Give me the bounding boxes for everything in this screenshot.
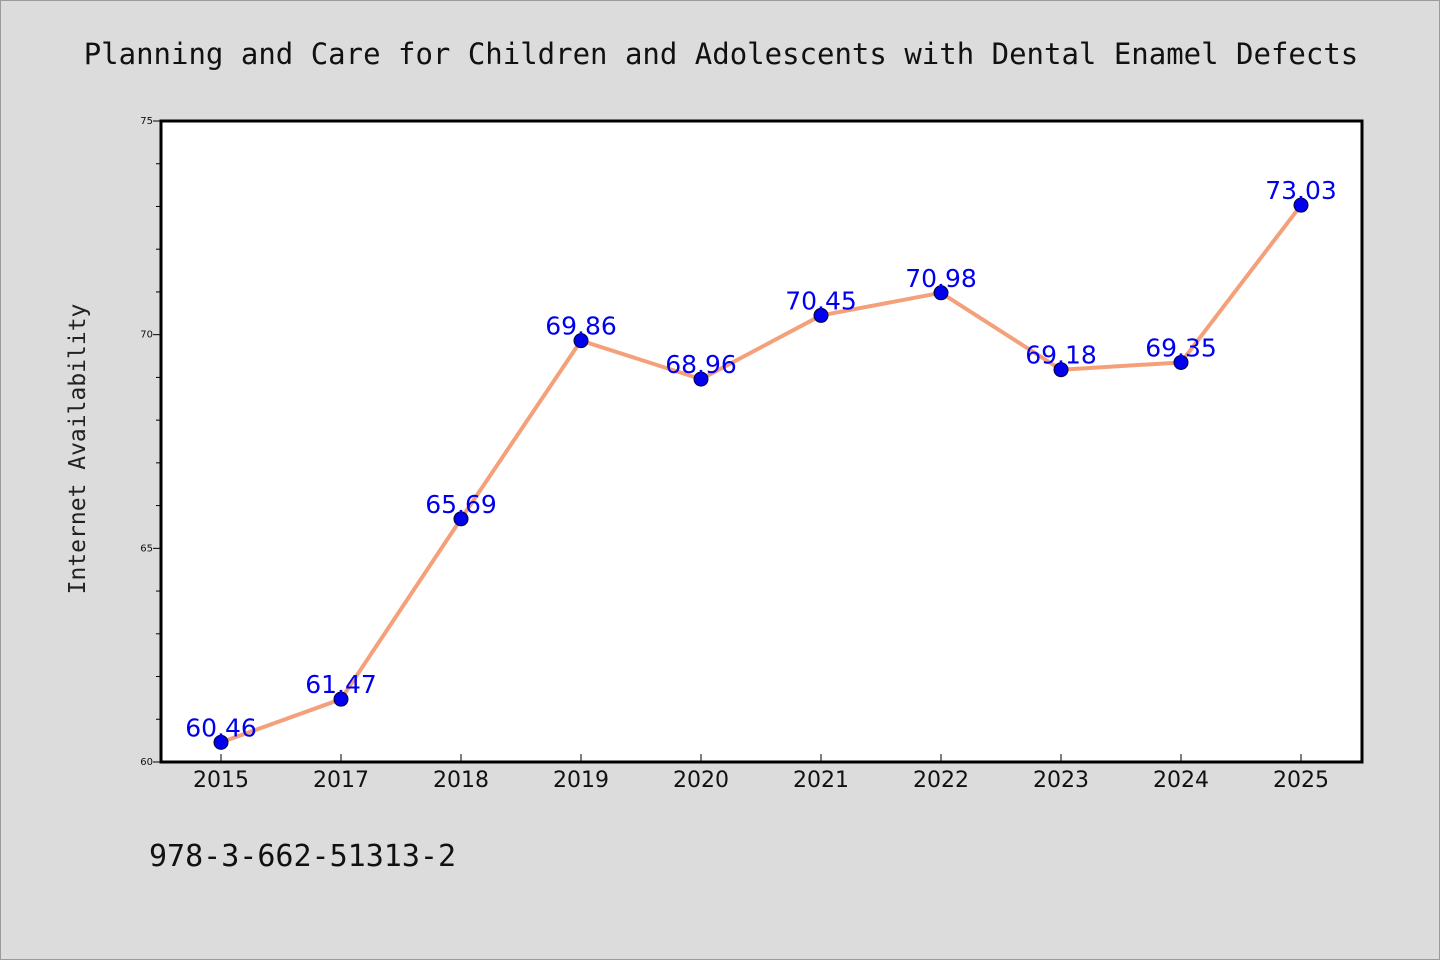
chart-title: Planning and Care for Children and Adole… [84,37,1359,71]
x-tick-label: 2022 [913,768,969,793]
data-label: 60.46 [185,713,257,742]
y-tick-label: 65 [140,543,153,554]
data-point-marker [933,285,949,301]
data-point-marker [213,734,229,750]
x-tick-label: 2017 [313,768,369,793]
data-point-marker [573,333,589,349]
isbn-text: 978-3-662-51313-2 [149,839,456,874]
data-point-marker [1293,197,1309,213]
data-label: 65.69 [425,490,497,519]
data-point-marker [693,371,709,387]
data-label: 61.47 [305,670,377,699]
data-markers [213,197,1309,750]
y-axis-label: Internet Availability [65,304,91,595]
x-tick-label: 2015 [193,768,249,793]
x-tick-label: 2023 [1033,768,1089,793]
data-point-marker [1053,362,1069,378]
data-point-marker [1173,354,1189,370]
data-label: 70.98 [905,264,977,293]
y-tick-label: 60 [140,757,153,768]
data-label: 69.18 [1025,341,1097,370]
x-tick-label: 2020 [673,768,729,793]
y-axis: 60 65 70 75 [140,116,161,768]
data-label: 70.45 [785,286,857,315]
series-line-group [219,203,1303,745]
data-label: 69.35 [1145,333,1217,362]
data-labels: 60.46 61.47 65.69 69.86 68.96 70.45 70.98 69.18… [185,176,1337,742]
series-line [219,203,1303,745]
plot-area [159,119,1364,764]
data-label: 73.03 [1265,176,1337,205]
data-point-marker [333,691,349,707]
x-tick-label: 2018 [433,768,489,793]
x-tick-label: 2019 [553,768,609,793]
x-axis: 2015 2017 2018 2019 2020 2021 2022 2023 2024 2025 [193,754,1329,793]
x-tick-label: 2021 [793,768,849,793]
y-tick-label: 70 [140,330,153,341]
y-tick-label: 75 [140,116,153,127]
data-label: 68.96 [665,350,737,379]
x-tick-label: 2025 [1273,768,1329,793]
data-point-marker [453,511,469,527]
x-tick-label: 2024 [1153,768,1209,793]
data-point-marker [813,307,829,323]
data-label: 69.86 [545,312,617,341]
